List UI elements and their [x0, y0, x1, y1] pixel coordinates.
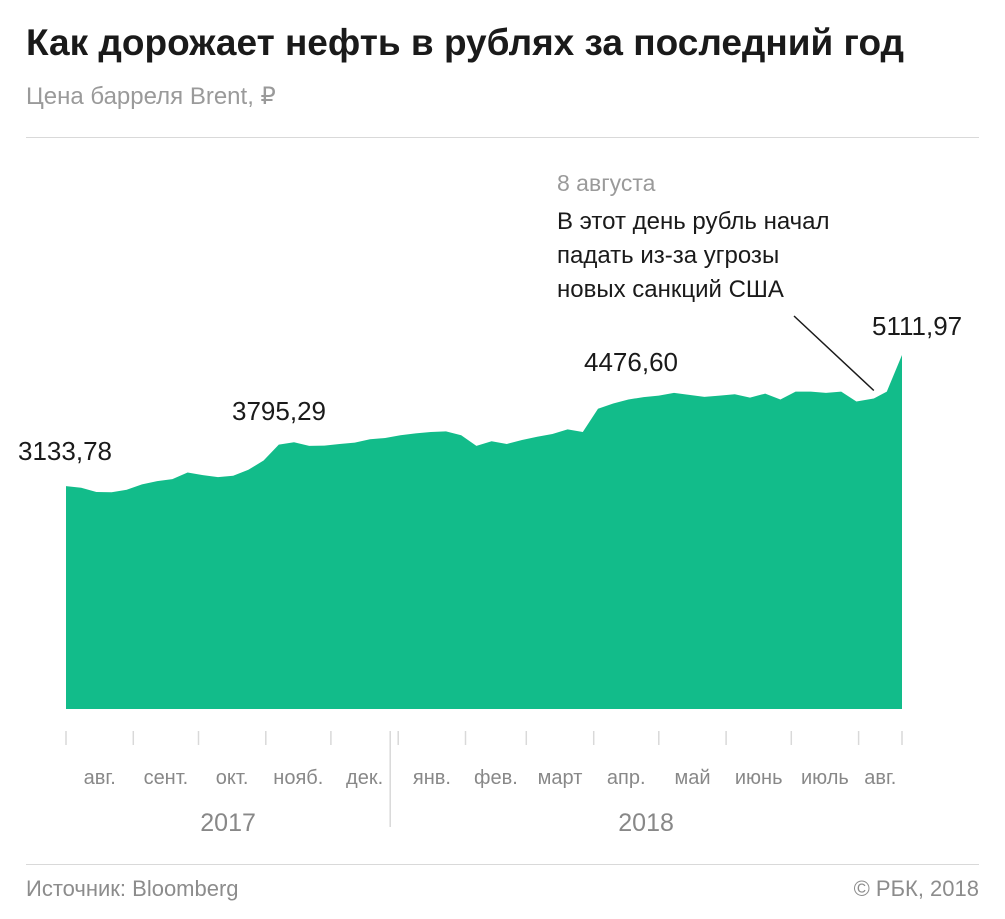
month-label: май — [674, 767, 710, 789]
month-label: окт. — [216, 767, 249, 789]
price-area — [66, 355, 902, 709]
year-label-2017: 2017 — [200, 809, 256, 837]
point-label-end: 5111,97 — [872, 311, 963, 341]
month-label: март — [538, 767, 583, 789]
annotation-line-3: новых санкций США — [557, 276, 784, 303]
year-label-2018: 2018 — [618, 809, 674, 837]
month-label: дек. — [346, 767, 383, 789]
bottom-divider — [26, 864, 979, 865]
annotation-line-1: В этот день рубль начал — [557, 208, 830, 235]
month-label: июль — [801, 767, 849, 789]
month-label: сент. — [144, 767, 189, 789]
annotation-line-2: падать из-за угрозы — [557, 242, 780, 269]
month-label: фев. — [474, 767, 518, 789]
month-label: янв. — [413, 767, 451, 789]
point-label-november: 3795,29 — [232, 396, 326, 426]
top-divider — [26, 137, 979, 138]
source-label: Источник: Bloomberg — [26, 876, 239, 901]
month-label: нояб. — [273, 767, 323, 789]
chart-subtitle: Цена барреля Brent, ₽ — [26, 83, 276, 110]
month-label: авг. — [84, 767, 116, 789]
month-label: авг. — [864, 767, 896, 789]
month-label: апр. — [607, 767, 646, 789]
point-label-start: 3133,78 — [18, 436, 112, 466]
annotation-date: 8 августа — [557, 170, 656, 196]
month-label: июнь — [735, 767, 783, 789]
annotation-text: В этот день рубль начал падать из-за угр… — [557, 205, 830, 307]
annotation-leader-line — [793, 315, 875, 392]
point-label-april: 4476,60 — [584, 347, 678, 377]
chart-title: Как дорожает нефть в рублях за последний… — [26, 22, 905, 63]
copyright-label: © РБК, 2018 — [853, 876, 979, 901]
